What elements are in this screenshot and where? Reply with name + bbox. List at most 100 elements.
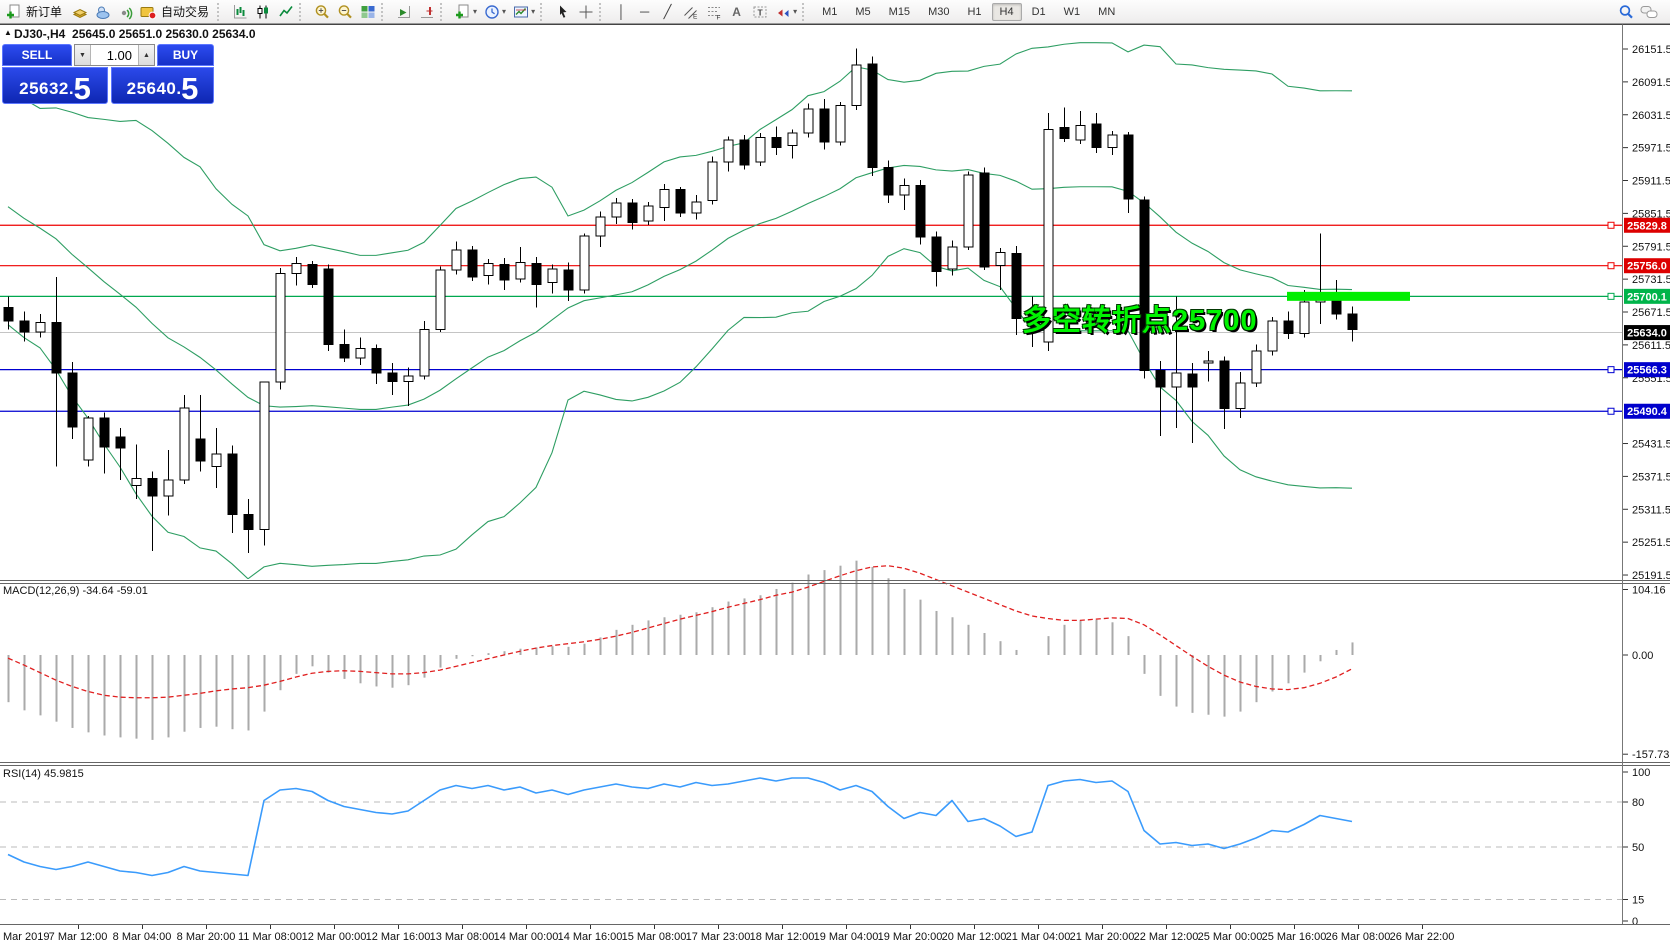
- svg-text:12 Mar 00:00: 12 Mar 00:00: [302, 931, 367, 943]
- svg-text:T: T: [757, 7, 763, 17]
- dropdown-arrow-icon[interactable]: ▾: [502, 7, 507, 16]
- tile-windows-icon[interactable]: [356, 2, 379, 22]
- rsi-pane[interactable]: 100 80 50 15 0: [0, 767, 1650, 928]
- svg-text:25490.4: 25490.4: [1627, 406, 1668, 418]
- periods-icon[interactable]: [480, 2, 503, 22]
- fibonacci-icon[interactable]: F: [702, 2, 725, 22]
- timeframe-W1[interactable]: W1: [1063, 5, 1081, 18]
- chat-icon[interactable]: [1637, 2, 1660, 22]
- toolbar-separator: [540, 2, 547, 21]
- svg-text:18 Mar 12:00: 18 Mar 12:00: [750, 931, 815, 943]
- svg-text:21 Mar 20:00: 21 Mar 20:00: [1070, 931, 1135, 943]
- svg-text:26031.5: 26031.5: [1632, 110, 1670, 122]
- buy-price[interactable]: 25640 . 5: [111, 67, 214, 104]
- svg-text:20 Mar 12:00: 20 Mar 12:00: [942, 931, 1007, 943]
- timeframe-group: M1 M5 M15 M30 H1 H4 D1 W1 MN: [813, 2, 1124, 21]
- accounts-icon[interactable]: [91, 2, 114, 22]
- indicators-icon[interactable]: [451, 2, 474, 22]
- toolbar-separator: [299, 2, 306, 21]
- price-axis[interactable]: 26151.5 26091.5 26031.5 25971.5 25911.5 25851…: [1622, 44, 1670, 582]
- sell-button[interactable]: SELL: [2, 44, 72, 66]
- trend-highlight-bar[interactable]: [1287, 291, 1410, 301]
- auto-trading-icon[interactable]: [137, 2, 160, 22]
- main-price-pane[interactable]: [0, 42, 1622, 579]
- equidistant-channel-icon[interactable]: E: [679, 2, 702, 22]
- candles[interactable]: [3, 48, 1358, 553]
- bar-chart-icon[interactable]: [228, 2, 251, 22]
- svg-text:104.16: 104.16: [1632, 584, 1666, 596]
- svg-text:25756.0: 25756.0: [1627, 261, 1667, 273]
- templates-icon[interactable]: [509, 2, 532, 22]
- timeframe-M1[interactable]: M1: [822, 5, 838, 18]
- svg-text:100: 100: [1632, 767, 1650, 779]
- svg-text:13 Mar 08:00: 13 Mar 08:00: [430, 931, 495, 943]
- svg-text:15 Mar 08:00: 15 Mar 08:00: [622, 931, 687, 943]
- svg-text:8 Mar 20:00: 8 Mar 20:00: [177, 931, 236, 943]
- volume-decrease-button[interactable]: ▼: [75, 45, 91, 65]
- sell-price[interactable]: 25632 . 5: [2, 67, 108, 104]
- date-axis[interactable]: Mar 2019 7 Mar 12:00 8 Mar 04:00 8 Mar 20:0…: [3, 925, 1454, 943]
- svg-text:14 Mar 16:00: 14 Mar 16:00: [558, 931, 623, 943]
- volume-increase-button[interactable]: ▲: [138, 45, 154, 65]
- dropdown-arrow-icon[interactable]: ▾: [473, 7, 478, 16]
- crosshair-icon[interactable]: [574, 2, 597, 22]
- timeframe-D1[interactable]: D1: [1031, 5, 1046, 18]
- svg-text:26091.5: 26091.5: [1632, 77, 1670, 89]
- svg-text:25634.0: 25634.0: [1627, 328, 1667, 340]
- sell-price-main: 25632: [19, 79, 69, 98]
- text-icon[interactable]: A: [732, 4, 741, 19]
- svg-text:25829.8: 25829.8: [1627, 220, 1667, 232]
- svg-text:26 Mar 08:00: 26 Mar 08:00: [1326, 931, 1391, 943]
- toolbar-separator: [599, 2, 606, 21]
- cursor-icon[interactable]: [551, 2, 574, 22]
- svg-text:0: 0: [1632, 916, 1638, 928]
- volume-value[interactable]: 1.00: [91, 45, 138, 65]
- timeframe-M5[interactable]: M5: [855, 5, 871, 18]
- svg-text:25431.5: 25431.5: [1632, 439, 1670, 451]
- timeframe-H1[interactable]: H1: [967, 5, 982, 18]
- chart-shift-icon[interactable]: [415, 2, 438, 22]
- svg-text:25971.5: 25971.5: [1632, 143, 1670, 155]
- one-click-collapse-arrow[interactable]: ▲: [4, 28, 12, 37]
- trendline-icon[interactable]: ╱: [663, 3, 672, 19]
- svg-text:25611.5: 25611.5: [1632, 340, 1670, 352]
- line-chart-icon[interactable]: [274, 2, 297, 22]
- arrows-icon[interactable]: [771, 2, 794, 22]
- svg-text:Mar 2019: Mar 2019: [3, 931, 49, 943]
- search-icon[interactable]: [1614, 2, 1637, 22]
- vertical-line-icon[interactable]: │: [617, 4, 626, 19]
- svg-text:7 Mar 12:00: 7 Mar 12:00: [49, 931, 108, 943]
- auto-scroll-icon[interactable]: [392, 2, 415, 22]
- buy-button[interactable]: BUY: [157, 44, 214, 66]
- timeframe-M15[interactable]: M15: [888, 5, 911, 18]
- svg-text:-157.73: -157.73: [1632, 749, 1669, 761]
- dropdown-arrow-icon[interactable]: ▾: [793, 7, 798, 16]
- buy-price-pip: 5: [181, 71, 199, 106]
- zoom-out-icon[interactable]: [333, 2, 356, 22]
- chart-symbol-timeframe: DJ30-,H4: [14, 27, 66, 41]
- dropdown-arrow-icon[interactable]: ▾: [531, 7, 536, 16]
- candlestick-chart-icon[interactable]: [251, 2, 274, 22]
- text-label-icon[interactable]: T: [748, 2, 771, 22]
- svg-text:80: 80: [1632, 797, 1644, 809]
- timeframe-M30[interactable]: M30: [928, 5, 950, 18]
- zoom-in-icon[interactable]: [310, 2, 333, 22]
- svg-text:50: 50: [1632, 842, 1644, 854]
- horizontal-line-icon[interactable]: ─: [639, 4, 650, 19]
- buy-price-dot: .: [176, 79, 182, 98]
- macd-pane[interactable]: 104.16 0.00 -157.73: [7, 560, 1669, 762]
- new-order-label[interactable]: 新订单: [26, 5, 63, 19]
- signals-icon[interactable]: [114, 2, 137, 22]
- chart-annotation-text[interactable]: 多空转折点25700: [1022, 305, 1258, 337]
- order-book-icon[interactable]: [68, 2, 91, 22]
- svg-text:11 Mar 08:00: 11 Mar 08:00: [238, 931, 302, 943]
- auto-trading-label[interactable]: 自动交易: [161, 5, 210, 19]
- new-order-icon[interactable]: [2, 2, 25, 22]
- timeframe-H4[interactable]: H4: [991, 2, 1022, 21]
- svg-text:25851.5: 25851.5: [1632, 208, 1670, 220]
- one-click-trade-panel: SELL ▼ 1.00 ▲ BUY 25632 . 5 25640 . 5: [2, 44, 214, 104]
- svg-text:26151.5: 26151.5: [1632, 44, 1670, 56]
- timeframe-MN[interactable]: MN: [1098, 5, 1116, 18]
